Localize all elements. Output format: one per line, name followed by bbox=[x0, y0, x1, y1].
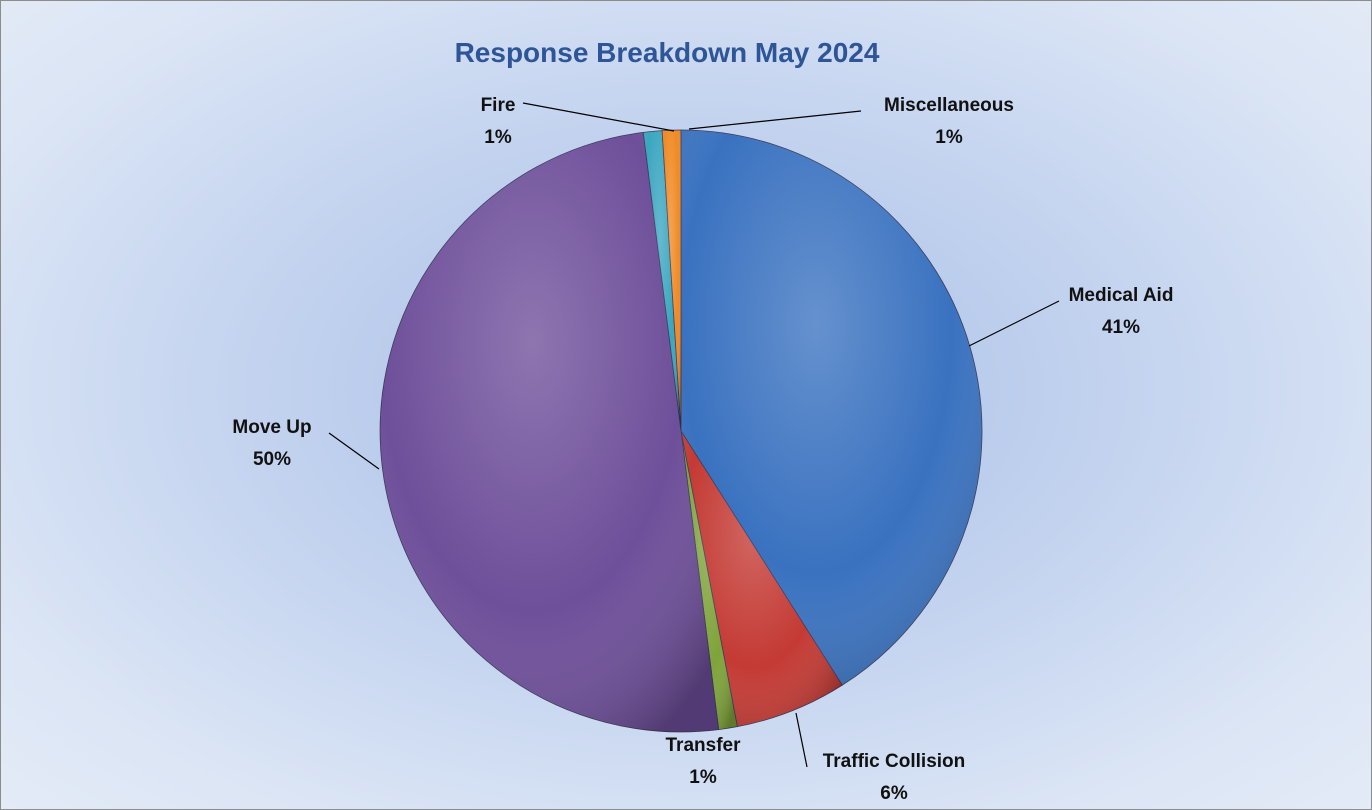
slice-label: Move Up bbox=[232, 417, 311, 438]
slice-label: Medical Aid bbox=[1069, 285, 1174, 306]
pie-slice-shading bbox=[681, 431, 843, 727]
pie-slice-shading bbox=[380, 132, 719, 732]
leader-line bbox=[795, 712, 808, 768]
slice-percent-label: 1% bbox=[935, 127, 963, 148]
leader-line bbox=[328, 432, 380, 470]
slice-percent-label: 6% bbox=[880, 783, 908, 804]
pie-slice-shading bbox=[681, 431, 738, 730]
slice-percent-label: 41% bbox=[1102, 317, 1140, 338]
leader-line bbox=[968, 300, 1060, 347]
slice-percent-label: 50% bbox=[253, 449, 291, 470]
pie-slice-shading bbox=[662, 130, 681, 431]
chart-title: Response Breakdown May 2024 bbox=[454, 37, 880, 68]
slice-label: Fire bbox=[481, 95, 516, 116]
slice-label: Traffic Collision bbox=[823, 751, 966, 772]
leader-line bbox=[688, 110, 862, 130]
pie-slice-shading bbox=[681, 130, 982, 686]
slice-percent-label: 1% bbox=[484, 127, 512, 148]
slice-label: Transfer bbox=[666, 735, 742, 756]
slice-percent-label: 1% bbox=[689, 767, 717, 788]
pie-slice-shading bbox=[643, 130, 681, 432]
slice-label: Miscellaneous bbox=[884, 95, 1014, 116]
leader-line bbox=[522, 102, 675, 132]
